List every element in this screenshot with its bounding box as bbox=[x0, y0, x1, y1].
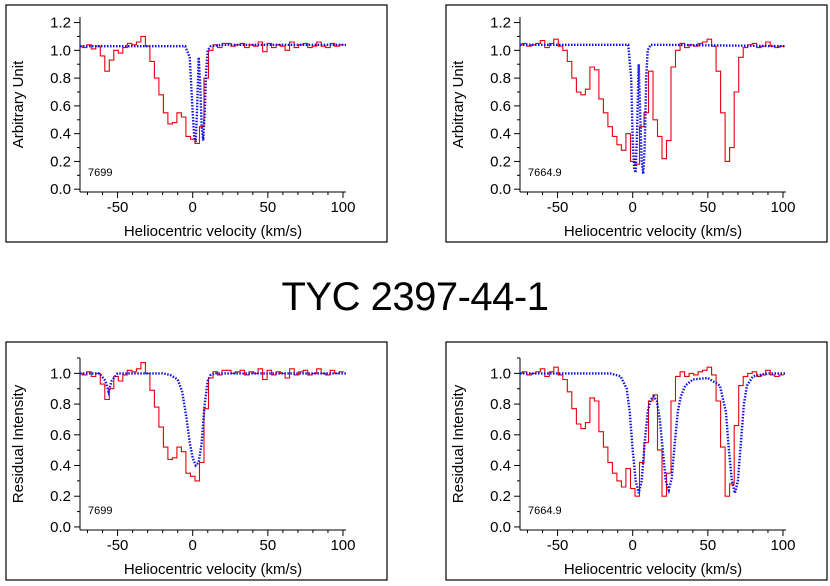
y-tick-label: 0.4 bbox=[50, 458, 71, 475]
y-tick-label: 1.2 bbox=[490, 15, 511, 32]
y-tick-label: 0.6 bbox=[50, 427, 71, 444]
panel-frame bbox=[445, 4, 828, 243]
observed-spectrum-line bbox=[520, 38, 784, 165]
panel-frame bbox=[5, 341, 388, 581]
y-axis-label: Arbitrary Unit bbox=[10, 60, 27, 148]
y-tick-label: 1.2 bbox=[50, 15, 71, 32]
y-tick-label: 0.6 bbox=[50, 98, 71, 115]
y-axis-label: Residual Intensity bbox=[10, 384, 27, 503]
line-wavelength-label: 7664.9 bbox=[528, 505, 562, 517]
y-tick-label: 0.4 bbox=[490, 126, 511, 143]
chart-panel-1: -50 0 50 100 0.0 0.2 0.4 0.6 0.8 1.0 1.2 Heliocentr… bbox=[5, 4, 388, 243]
model-fit-line bbox=[80, 372, 346, 468]
x-tick-label: -50 bbox=[107, 199, 129, 216]
x-tick-label: 100 bbox=[330, 537, 355, 554]
x-tick-label: 100 bbox=[770, 199, 795, 216]
observed-spectrum-line bbox=[80, 35, 344, 144]
y-tick-label: 0.8 bbox=[490, 396, 511, 413]
y-tick-label: 0.8 bbox=[50, 70, 71, 87]
y-tick-label: 0.2 bbox=[50, 153, 71, 170]
line-wavelength-label: 7699 bbox=[88, 505, 112, 517]
y-tick-label: 0.6 bbox=[490, 427, 511, 444]
x-tick-label: 50 bbox=[700, 537, 717, 554]
x-tick-label: 50 bbox=[700, 199, 717, 216]
y-tick-label: 0.2 bbox=[490, 153, 511, 170]
x-axis-label: Heliocentric velocity (km/s) bbox=[564, 223, 742, 240]
panel-frame bbox=[5, 4, 388, 243]
x-tick-label: 100 bbox=[770, 537, 795, 554]
y-tick-label: 1.0 bbox=[50, 365, 71, 382]
y-tick-label: 0.8 bbox=[490, 70, 511, 87]
y-axis-label: Arbitrary Unit bbox=[450, 60, 467, 148]
chart-panel-2: -50 0 50 100 0.0 0.2 0.4 0.6 0.8 1.0 1.2 Heliocentr… bbox=[445, 4, 828, 243]
line-wavelength-label: 7699 bbox=[88, 167, 112, 179]
line-wavelength-label: 7664.9 bbox=[528, 167, 562, 179]
x-tick-label: 0 bbox=[629, 199, 637, 216]
model-fit-line bbox=[520, 43, 786, 175]
y-tick-label: 0.0 bbox=[50, 181, 71, 198]
x-tick-label: -50 bbox=[107, 537, 129, 554]
y-axis-label: Residual Intensity bbox=[450, 384, 467, 503]
y-tick-label: 0.4 bbox=[50, 126, 71, 143]
x-tick-label: 100 bbox=[330, 199, 355, 216]
x-axis-label: Heliocentric velocity (km/s) bbox=[124, 561, 302, 578]
x-tick-label: 0 bbox=[189, 537, 197, 554]
y-tick-label: 1.0 bbox=[50, 42, 71, 59]
model-fit-line bbox=[80, 43, 346, 143]
chart-panel-3: -50 0 50 100 0.0 0.2 0.4 0.6 0.8 1.0 Heliocentric … bbox=[5, 341, 388, 581]
x-axis-label: Heliocentric velocity (km/s) bbox=[124, 223, 302, 240]
x-tick-label: 0 bbox=[629, 537, 637, 554]
y-tick-label: 0.4 bbox=[490, 458, 511, 475]
x-tick-label: 50 bbox=[260, 537, 277, 554]
x-tick-label: -50 bbox=[547, 537, 569, 554]
x-tick-label: 0 bbox=[189, 199, 197, 216]
y-tick-label: 0.2 bbox=[490, 488, 511, 505]
x-axis-label: Heliocentric velocity (km/s) bbox=[564, 561, 742, 578]
y-tick-label: 0.0 bbox=[490, 519, 511, 536]
y-tick-label: 0.0 bbox=[50, 519, 71, 536]
y-tick-label: 0.8 bbox=[50, 396, 71, 413]
panel-frame bbox=[445, 341, 828, 581]
observed-spectrum-line bbox=[520, 366, 784, 497]
x-tick-label: -50 bbox=[547, 199, 569, 216]
model-fit-line bbox=[520, 372, 786, 495]
y-tick-label: 0.6 bbox=[490, 98, 511, 115]
observed-spectrum-line bbox=[80, 362, 344, 482]
y-tick-label: 0.2 bbox=[50, 488, 71, 505]
x-tick-label: 50 bbox=[260, 199, 277, 216]
figure-title: TYC 2397-44-1 bbox=[281, 275, 549, 319]
y-tick-label: 0.0 bbox=[490, 181, 511, 198]
y-tick-label: 1.0 bbox=[490, 365, 511, 382]
chart-panel-4: -50 0 50 100 0.0 0.2 0.4 0.6 0.8 1.0 Heliocentric … bbox=[445, 341, 828, 581]
y-tick-label: 1.0 bbox=[490, 42, 511, 59]
